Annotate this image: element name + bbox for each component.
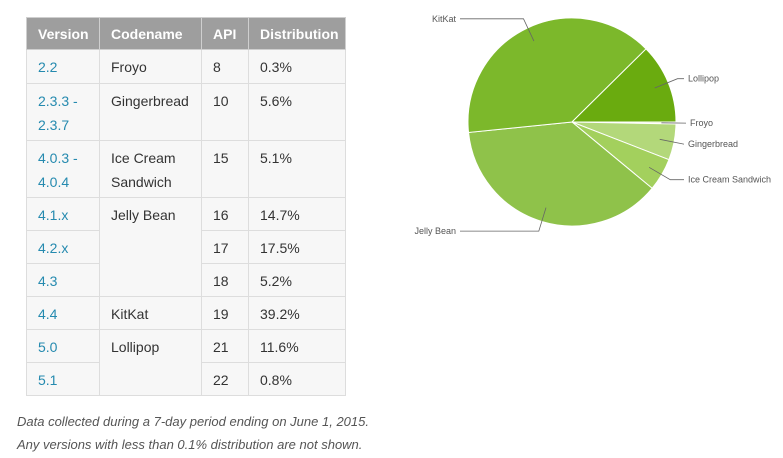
pie-label-ice-cream-sandwich: Ice Cream Sandwich [688, 175, 771, 185]
api-cell: 19 [201, 296, 249, 330]
table-row: 5.1 22 0.8% [26, 362, 346, 396]
pie-label-froyo: Froyo [690, 118, 713, 128]
leader-line-kitkat [460, 18, 535, 42]
table-row: 2.3.3 -2.3.7 Gingerbread 10 5.6% [26, 83, 346, 141]
distribution-table: Version Codename API Distribution 2.2 Fr… [26, 17, 346, 396]
leader-line-lollipop [654, 78, 684, 89]
api-cell: 10 [201, 83, 249, 141]
version-cell[interactable]: 4.4 [26, 296, 100, 330]
version-cell[interactable]: 2.3.3 -2.3.7 [26, 83, 100, 141]
pie-label-lollipop: Lollipop [688, 74, 719, 84]
pie-label-kitkat: KitKat [432, 14, 457, 24]
distribution-cell: 11.6% [248, 329, 346, 363]
table-row: 4.2.x 17 17.5% [26, 230, 346, 264]
codename-cell: Gingerbread [99, 83, 202, 141]
distribution-cell: 0.3% [248, 49, 346, 84]
footnote-threshold: Any versions with less than 0.1% distrib… [17, 437, 363, 452]
api-cell: 18 [201, 263, 249, 297]
version-cell[interactable]: 4.0.3 -4.0.4 [26, 140, 100, 198]
version-cell[interactable]: 5.0 [26, 329, 100, 363]
distribution-cell: 5.1% [248, 140, 346, 198]
version-cell[interactable]: 5.1 [26, 362, 100, 396]
api-cell: 17 [201, 230, 249, 264]
version-cell[interactable]: 4.2.x [26, 230, 100, 264]
distribution-cell: 5.6% [248, 83, 346, 141]
api-cell: 16 [201, 197, 249, 231]
pie-label-jelly-bean: Jelly Bean [414, 226, 456, 236]
leader-line-gingerbread [659, 138, 684, 145]
table-row: 4.3 18 5.2% [26, 263, 346, 297]
header-version: Version [26, 17, 100, 50]
table-header-row: Version Codename API Distribution [26, 17, 346, 50]
distribution-cell: 0.8% [248, 362, 346, 396]
footnote-date: Data collected during a 7-day period end… [17, 414, 369, 429]
distribution-cell: 5.2% [248, 263, 346, 297]
codename-cell: Lollipop [99, 329, 202, 396]
table-row: 2.2 Froyo 8 0.3% [26, 49, 346, 84]
pie-label-gingerbread: Gingerbread [688, 139, 738, 149]
version-cell[interactable]: 2.2 [26, 49, 100, 84]
distribution-cell: 17.5% [248, 230, 346, 264]
table-row: 4.1.x Jelly Bean 16 14.7% [26, 197, 346, 297]
leader-line-jelly-bean [460, 207, 547, 232]
distribution-pie-chart: Froyo Gingerbread Ice Cream Sandwich Jelly … [414, 14, 771, 236]
codename-cell: Jelly Bean [99, 197, 202, 297]
api-cell: 8 [201, 49, 249, 84]
api-cell: 21 [201, 329, 249, 363]
leader-line-ice-cream-sandwich [648, 166, 684, 181]
header-distribution: Distribution [248, 17, 346, 50]
table-row: 4.0.3 -4.0.4 Ice Cream Sandwich 15 5.1% [26, 140, 346, 198]
codename-cell: KitKat [99, 296, 202, 330]
distribution-cell: 14.7% [248, 197, 346, 231]
table-row: 4.4 KitKat 19 39.2% [26, 296, 346, 330]
header-codename: Codename [99, 17, 202, 50]
codename-cell: Ice Cream Sandwich [99, 140, 202, 198]
codename-cell: Froyo [99, 49, 202, 84]
header-api: API [201, 17, 249, 50]
table-row: 5.0 Lollipop 21 11.6% [26, 329, 346, 396]
api-cell: 22 [201, 362, 249, 396]
distribution-cell: 39.2% [248, 296, 346, 330]
version-cell[interactable]: 4.1.x [26, 197, 100, 231]
api-cell: 15 [201, 140, 249, 198]
version-cell[interactable]: 4.3 [26, 263, 100, 297]
